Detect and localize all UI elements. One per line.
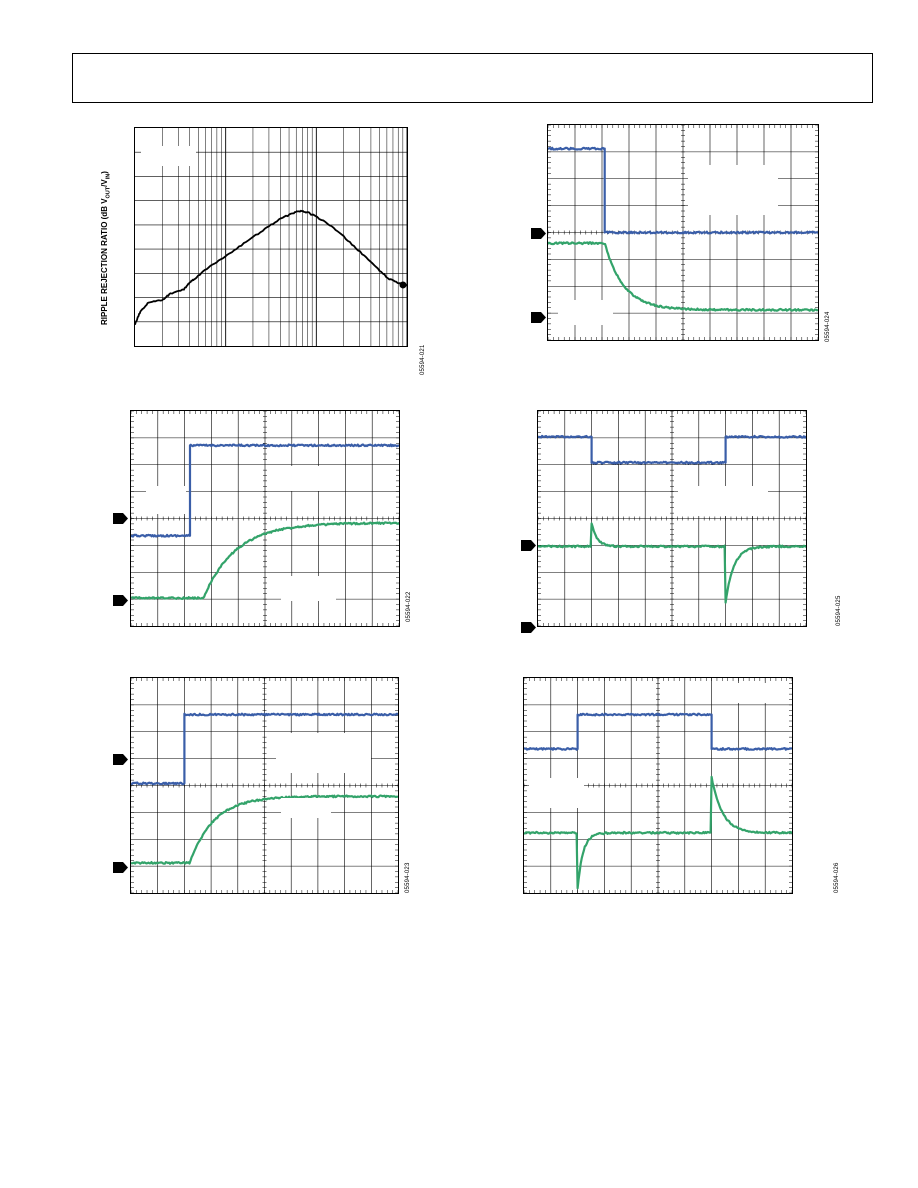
blue-trace-fig26 (524, 712, 792, 751)
blue-trace-fig25 (538, 434, 806, 465)
marker-shape (521, 540, 536, 551)
legend-blank (141, 146, 196, 166)
scope-chart-025 (537, 410, 807, 627)
figure-id-021: 05594-021 (420, 344, 426, 376)
annotation-blank (714, 683, 784, 703)
marker-shape (113, 754, 128, 765)
annotation-blank (678, 486, 768, 516)
green-trace-fig25 (538, 522, 806, 604)
figure-id-022: 05594-022 (406, 591, 412, 623)
ripple-rejection-ylabel: RIPPLE REJECTION RATIO (dB VOUT/VIN) (100, 171, 112, 325)
grid (135, 128, 407, 346)
ripple-rejection-trace (135, 209, 407, 326)
marker-shape (113, 595, 128, 606)
grid (131, 411, 399, 626)
annotation-blank (281, 466, 336, 491)
scope-svg-022 (131, 411, 399, 626)
marker-shape (531, 228, 546, 239)
blue-trace-fig23 (131, 712, 398, 786)
scope-svg-023 (131, 678, 398, 893)
marker-shape (113, 862, 128, 873)
ripple-rejection-svg (135, 128, 407, 346)
figure-id-026: 05594-026 (834, 862, 840, 894)
channel-marker-arrow-svg (531, 228, 546, 239)
annotation-blank (281, 576, 336, 601)
scope-chart-023 (130, 677, 399, 894)
channel-marker-arrow-svg (113, 862, 128, 873)
scope-chart-022 (130, 410, 400, 627)
ripple-rejection-chart (134, 127, 408, 347)
marker-shape (531, 312, 546, 323)
blue-trace-fig22 (131, 443, 399, 538)
annotation-blank (558, 300, 613, 325)
figure-id-024: 05594-024 (825, 311, 831, 343)
marker-shape (113, 513, 128, 524)
figure-id-023: 05594-023 (405, 862, 411, 894)
annotation-blank (281, 798, 331, 818)
annotation-blank (146, 486, 186, 514)
grid (538, 411, 806, 626)
scope-svg-025 (538, 411, 806, 626)
annotation-blank (276, 733, 371, 773)
green-trace-fig24 (548, 241, 818, 312)
channel-marker-arrow-svg (113, 754, 128, 765)
blue-trace-fig24 (548, 146, 818, 235)
scope-chart-026 (523, 677, 793, 894)
green-trace-fig26 (524, 775, 792, 890)
scope-chart-024 (547, 124, 819, 341)
trace-end-blob (399, 281, 407, 289)
annotation-blank (688, 165, 778, 215)
annotation-blank (529, 778, 584, 808)
grid (131, 678, 398, 893)
channel-marker-arrow-svg (113, 595, 128, 606)
marker-shape (521, 622, 536, 633)
figure-id-025: 05594-025 (836, 595, 842, 627)
channel-marker-arrow-svg (521, 622, 536, 633)
page-header-box (72, 53, 873, 103)
channel-marker-arrow-svg (531, 312, 546, 323)
green-trace-fig23 (131, 794, 398, 865)
scope-svg-026 (524, 678, 792, 893)
green-trace-fig22 (131, 521, 399, 600)
channel-marker-arrow-svg (521, 540, 536, 551)
channel-marker-arrow-svg (113, 513, 128, 524)
scope-svg-024 (548, 125, 818, 340)
